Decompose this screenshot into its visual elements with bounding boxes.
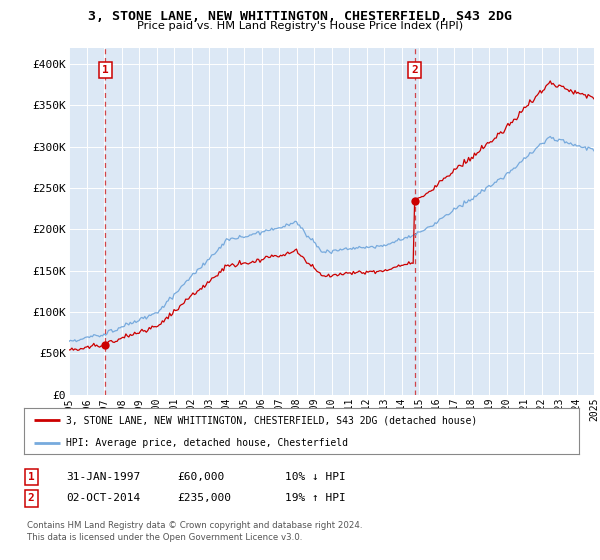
Text: Price paid vs. HM Land Registry's House Price Index (HPI): Price paid vs. HM Land Registry's House …: [137, 21, 463, 31]
Text: 1: 1: [28, 472, 35, 482]
Text: 02-OCT-2014: 02-OCT-2014: [66, 493, 140, 503]
Text: 10% ↓ HPI: 10% ↓ HPI: [285, 472, 346, 482]
Text: 1: 1: [102, 65, 109, 75]
Text: This data is licensed under the Open Government Licence v3.0.: This data is licensed under the Open Gov…: [27, 533, 302, 542]
Text: 2: 2: [411, 65, 418, 75]
Text: HPI: Average price, detached house, Chesterfield: HPI: Average price, detached house, Ches…: [65, 438, 347, 449]
Text: 31-JAN-1997: 31-JAN-1997: [66, 472, 140, 482]
Text: 19% ↑ HPI: 19% ↑ HPI: [285, 493, 346, 503]
Text: 3, STONE LANE, NEW WHITTINGTON, CHESTERFIELD, S43 2DG (detached house): 3, STONE LANE, NEW WHITTINGTON, CHESTERF…: [65, 416, 477, 426]
Text: Contains HM Land Registry data © Crown copyright and database right 2024.: Contains HM Land Registry data © Crown c…: [27, 521, 362, 530]
Text: £235,000: £235,000: [177, 493, 231, 503]
Text: 2: 2: [28, 493, 35, 503]
Text: £60,000: £60,000: [177, 472, 224, 482]
Text: 3, STONE LANE, NEW WHITTINGTON, CHESTERFIELD, S43 2DG: 3, STONE LANE, NEW WHITTINGTON, CHESTERF…: [88, 10, 512, 23]
